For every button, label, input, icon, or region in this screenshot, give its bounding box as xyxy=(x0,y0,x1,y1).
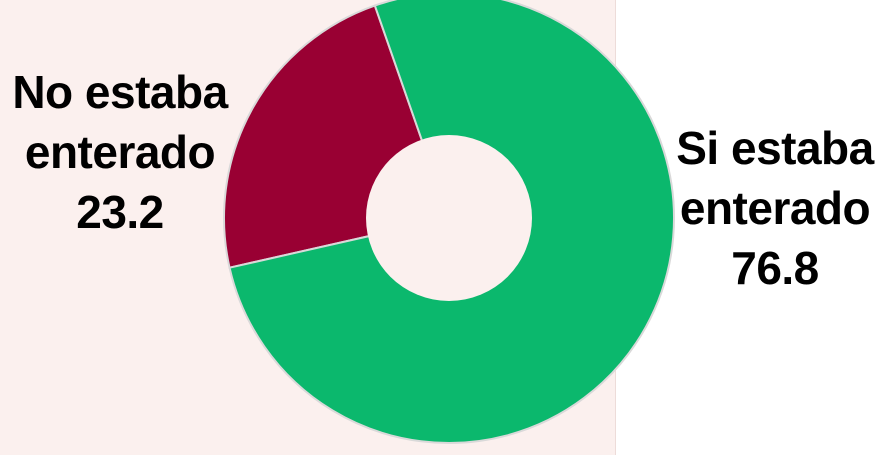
slice-label-no-estaba: No estaba enterado 23.2 xyxy=(0,62,240,242)
slice-label-si-line1: Si estaba xyxy=(676,122,874,174)
slice-label-no-line1: No estaba xyxy=(12,66,228,118)
slice-label-no-line2: enterado xyxy=(24,126,216,178)
slice-label-no-value: 23.2 xyxy=(76,186,164,238)
slice-label-si-estaba: Si estaba enterado 76.8 xyxy=(660,118,890,298)
slice-label-si-line2: enterado xyxy=(679,182,871,234)
donut-hole xyxy=(366,135,532,301)
slice-label-si-value: 76.8 xyxy=(731,242,819,294)
